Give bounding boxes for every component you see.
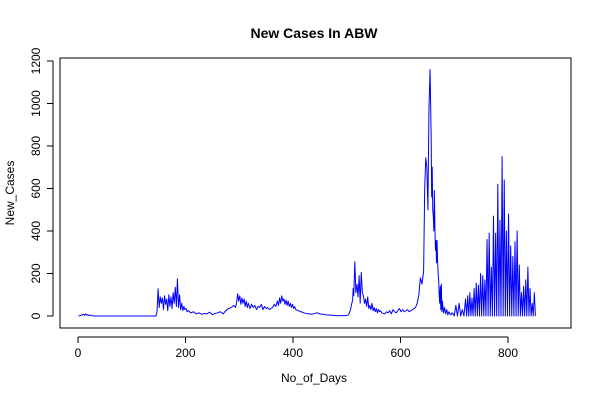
- y-tick-label: 0: [29, 312, 43, 319]
- x-tick-label: 800: [498, 346, 518, 360]
- y-tick-label: 400: [29, 221, 43, 241]
- y-tick-label: 1000: [29, 90, 43, 117]
- chart-title: New Cases In ABW: [250, 25, 378, 41]
- x-axis: 0 200 400 600 800: [75, 336, 518, 360]
- y-axis-label: New_Cases: [3, 161, 17, 226]
- series-line-new-cases: [78, 69, 536, 317]
- y-tick-label: 800: [29, 136, 43, 156]
- y-tick-label: 600: [29, 178, 43, 198]
- x-tick-label: 0: [75, 346, 82, 360]
- y-tick-label: 1200: [29, 47, 43, 74]
- x-tick-label: 200: [175, 346, 195, 360]
- y-tick-label: 200: [29, 263, 43, 283]
- series-layer: [78, 69, 536, 317]
- plot-area-border: [59, 57, 572, 329]
- y-axis: 0 200 400 600 800 1000 1200: [29, 47, 54, 319]
- x-axis-label: No_of_Days: [281, 371, 347, 385]
- x-tick-label: 600: [390, 346, 410, 360]
- x-tick-label: 400: [283, 346, 303, 360]
